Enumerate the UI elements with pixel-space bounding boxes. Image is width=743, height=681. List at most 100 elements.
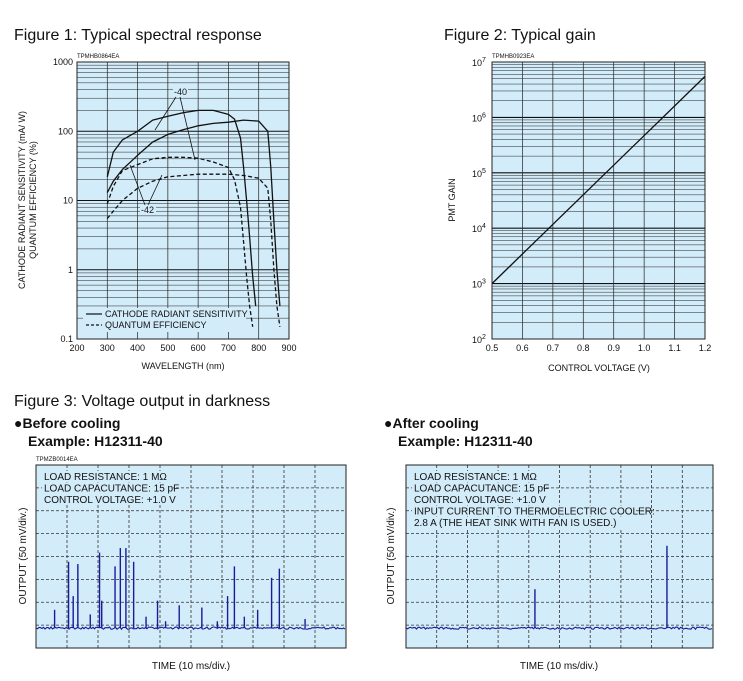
fig1-y-axis-label-1: CATHODE RADIANT SENSITIVITY (mA/ W) bbox=[17, 111, 27, 289]
fig3b-note-bg bbox=[412, 494, 544, 505]
fig2-y-tick-label: 104 bbox=[472, 223, 486, 234]
fig2-y-tick-label: 107 bbox=[472, 57, 486, 68]
fig1-series-2-line bbox=[106, 119, 281, 307]
fig1-series-4-line bbox=[106, 173, 281, 327]
fig1-code: TPMHB0864EA bbox=[77, 54, 119, 60]
fig3b-heading: ●After cooling bbox=[384, 415, 479, 431]
fig2-plot-background bbox=[492, 62, 705, 339]
fig2-series-1-line bbox=[491, 75, 706, 285]
fig2-y-tick-exponent: 2 bbox=[482, 334, 486, 341]
fig1-leader-42-a bbox=[129, 164, 146, 206]
fig2-y-tick-base: 10 bbox=[472, 335, 482, 345]
fig1-x-tick-label: 200 bbox=[69, 343, 84, 353]
fig1-y-ticks: 0.1 1 10 100 1000 bbox=[53, 57, 73, 344]
fig1-x-tick-label: 600 bbox=[191, 343, 206, 353]
fig2-x-tick-label: 0.6 bbox=[516, 343, 529, 353]
fig2-y-tick-exponent: 5 bbox=[482, 168, 486, 175]
fig2-y-axis-label: PMT GAIN bbox=[447, 178, 457, 221]
fig3a-note-bg bbox=[42, 482, 174, 494]
fig3a-scope-frame bbox=[35, 464, 347, 649]
fig1-leader-40-b bbox=[179, 96, 196, 161]
fig2-x-tick-label: 0.8 bbox=[577, 343, 590, 353]
fig1-legend-label-1: CATHODE RADIANT SENSITIVITY bbox=[105, 309, 248, 319]
fig1-y-tick-label: 100 bbox=[58, 126, 73, 136]
fig2-y-tick-base: 10 bbox=[472, 113, 482, 123]
fig2-title: Figure 2: Typical gain bbox=[444, 27, 596, 44]
fig1-x-tick-label: 300 bbox=[100, 343, 115, 353]
fig2-y-tick-base: 10 bbox=[472, 280, 482, 290]
fig3a-y-axis-label: OUTPUT (50 mV/div.) bbox=[18, 508, 29, 605]
fig3b-trace bbox=[405, 545, 713, 631]
fig2-y-tick-label: 102 bbox=[472, 334, 486, 345]
fig1-x-tick-label: 500 bbox=[160, 343, 175, 353]
fig3a-code: TPMZB0014EA bbox=[36, 457, 78, 463]
fig3a-trace bbox=[35, 548, 346, 631]
fig1-y-tick-label: 10 bbox=[63, 196, 73, 206]
fig1-annotation-42: -42 bbox=[141, 205, 154, 215]
fig2-y-tick-label: 103 bbox=[472, 279, 486, 290]
fig2-y-tick-exponent: 4 bbox=[482, 223, 486, 230]
fig2-x-ticks: 0.5 0.6 0.7 0.8 0.9 1.0 1.1 1.2 bbox=[486, 343, 712, 353]
fig2-y-tick-exponent: 3 bbox=[482, 279, 486, 286]
fig1-legend: CATHODE RADIANT SENSITIVITY QUANTUM EFFI… bbox=[83, 308, 248, 332]
fig2-plot-frame bbox=[491, 61, 706, 340]
fig3b-x-axis-label: TIME (10 ms/div.) bbox=[520, 661, 598, 672]
fig3a-x-axis-label: TIME (10 ms/div.) bbox=[152, 661, 230, 672]
fig1-legend-box bbox=[83, 308, 246, 332]
fig1-annotations: -40 -42 bbox=[129, 87, 196, 215]
fig3b-note-bg bbox=[412, 505, 635, 517]
fig2-y-tick-label: 105 bbox=[472, 168, 486, 179]
fig2-x-tick-label: 1.2 bbox=[699, 343, 712, 353]
fig3b-note-line: LOAD RESISTANCE: 1 MΩ bbox=[414, 472, 537, 483]
fig3b-note-line: CONTROL VOLTAGE: +1.0 V bbox=[414, 495, 546, 506]
fig3b-note-bg bbox=[412, 482, 544, 494]
fig2-x-tick-label: 1.1 bbox=[668, 343, 681, 353]
fig1-x-axis-label: WAVELENGTH (nm) bbox=[141, 361, 224, 371]
fig2-x-tick-label: 0.9 bbox=[607, 343, 620, 353]
fig2-x-tick-label: 0.7 bbox=[547, 343, 560, 353]
fig1-x-tick-label: 800 bbox=[251, 343, 266, 353]
fig1-x-tick-label: 400 bbox=[130, 343, 145, 353]
fig3a-baseline-noise bbox=[35, 626, 346, 631]
fig1-x-ticks: 200 300 400 500 600 700 800 900 bbox=[69, 343, 296, 353]
fig3a-note-bg bbox=[42, 471, 162, 482]
fig3b-y-axis-label: OUTPUT (50 mV/div.) bbox=[386, 508, 397, 605]
fig2-x-axis-label: CONTROL VOLTAGE (V) bbox=[548, 363, 650, 373]
fig2-code: TPMHB0923EA bbox=[492, 54, 534, 60]
fig2-y-tick-base: 10 bbox=[472, 224, 482, 234]
fig3a-heading: ●Before cooling bbox=[14, 415, 120, 431]
fig1-x-tick-label: 900 bbox=[281, 343, 296, 353]
fig1-title: Figure 1: Typical spectral response bbox=[14, 27, 262, 44]
fig3a-note-line: LOAD RESISTANCE: 1 MΩ bbox=[44, 472, 167, 483]
fig3a-note-line: LOAD CAPACUTANCE: 15 pF bbox=[44, 484, 179, 495]
fig1-x-tick-label: 700 bbox=[221, 343, 236, 353]
fig2-x-tick-label: 0.5 bbox=[486, 343, 499, 353]
fig1-leader-42-b bbox=[147, 174, 163, 206]
fig1-annotation-42-bg bbox=[140, 205, 156, 215]
fig2-grid bbox=[492, 61, 705, 340]
fig1-annotation-40: -40 bbox=[174, 87, 187, 97]
fig1-y-tick-label: 0.1 bbox=[60, 334, 73, 344]
fig3b-scope-frame bbox=[405, 464, 714, 649]
fig2-y-tick-exponent: 7 bbox=[482, 57, 486, 64]
fig1-plot-frame bbox=[76, 61, 290, 340]
fig3b-note-bg bbox=[412, 471, 532, 482]
fig2-y-tick-base: 10 bbox=[472, 58, 482, 68]
fig1-y-tick-label: 1 bbox=[68, 265, 73, 275]
fig3b-note-bg bbox=[412, 517, 635, 528]
fig3a-example: Example: H12311-40 bbox=[28, 433, 163, 449]
fig2-y-tick-exponent: 6 bbox=[482, 112, 486, 119]
fig1-y-axis-label-2: QUANTUM EFFICIENCY (%) bbox=[28, 141, 38, 259]
fig3a-note-bg bbox=[42, 494, 174, 505]
fig1-grid bbox=[77, 61, 289, 340]
fig3b-note-line: INPUT CURRENT TO THERMOELECTRIC COOLER: bbox=[414, 507, 655, 518]
fig1-legend-label-2: QUANTUM EFFICIENCY bbox=[105, 320, 207, 330]
fig2-series-group bbox=[491, 75, 706, 285]
fig1-series-1-line bbox=[106, 109, 257, 307]
fig1-y-tick-label: 1000 bbox=[53, 57, 73, 67]
fig2-x-tick-label: 1.0 bbox=[638, 343, 651, 353]
